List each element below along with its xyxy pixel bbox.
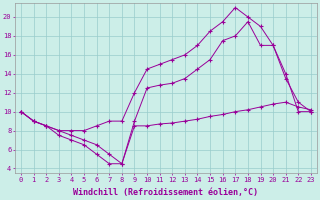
X-axis label: Windchill (Refroidissement éolien,°C): Windchill (Refroidissement éolien,°C) [74,188,259,197]
